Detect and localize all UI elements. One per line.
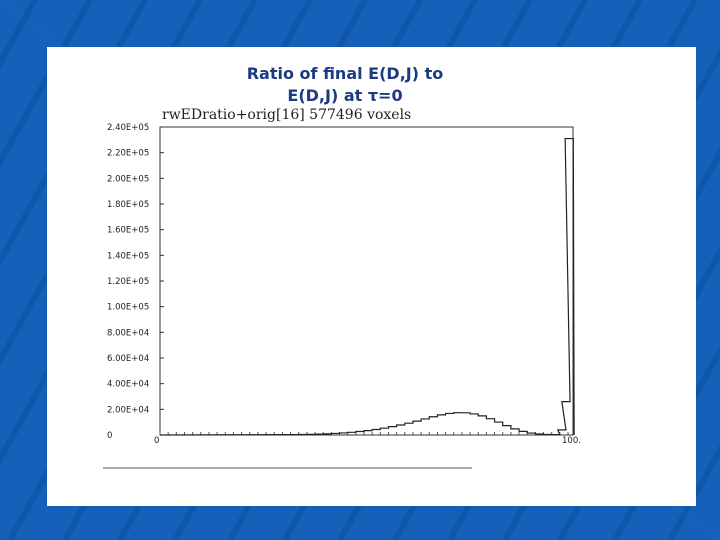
y-tick-label: 2.00E+04 (107, 405, 149, 415)
y-tick-label: 1.00E+05 (107, 303, 149, 313)
histogram-bin (413, 421, 421, 435)
histogram-bin (405, 423, 413, 435)
histogram-bin (380, 428, 388, 435)
y-tick-label: 8.00E+04 (107, 328, 149, 338)
y-tick-label: 0 (107, 431, 112, 441)
histogram-bin (511, 429, 519, 435)
histogram-bin (372, 429, 380, 435)
x-tick-label: 100. (562, 436, 581, 446)
histogram-bin (486, 419, 494, 435)
y-tick-label: 4.00E+04 (107, 380, 149, 390)
histogram-bin (388, 427, 396, 435)
histogram-bin (397, 425, 405, 435)
y-tick-label: 1.20E+05 (107, 277, 149, 287)
slide-title: Ratio of final E(D,J) to E(D,J) at τ=0 (246, 64, 444, 105)
histogram-bin (495, 422, 503, 435)
y-tick-label: 6.00E+04 (107, 354, 149, 364)
histogram-bin (429, 417, 437, 435)
plot-frame (159, 126, 574, 436)
y-tick-label: 1.40E+05 (107, 251, 149, 261)
histogram-bin (446, 413, 454, 435)
y-tick-label: 2.40E+05 (107, 123, 149, 133)
histogram-bin (503, 426, 511, 435)
x-axis: 0 100. (154, 432, 581, 446)
background-stripe (0, 0, 93, 169)
slide-card (47, 47, 696, 506)
histogram-bin (364, 431, 372, 435)
histogram-bin (454, 413, 462, 435)
y-tick-label: 1.80E+05 (107, 200, 149, 210)
histogram-bars (159, 137, 575, 436)
y-axis: 0 2.00E+04 4.00E+04 6.00E+04 8.00E+04 1.00E+0… (107, 123, 574, 441)
histogram-bin (470, 414, 478, 435)
chart-header: rwEDratio+orig[16] 577496 voxels (162, 107, 411, 123)
y-tick-label: 1.60E+05 (107, 226, 149, 236)
histogram-bin (478, 416, 486, 435)
histogram-bin (462, 413, 470, 435)
histogram-outline (159, 137, 575, 436)
histogram-bin (437, 415, 445, 435)
y-tick-label: 2.00E+05 (107, 174, 149, 184)
x-tick-label: 0 (154, 436, 159, 446)
histogram-bin (421, 419, 429, 435)
y-tick-label: 2.20E+05 (107, 149, 149, 159)
